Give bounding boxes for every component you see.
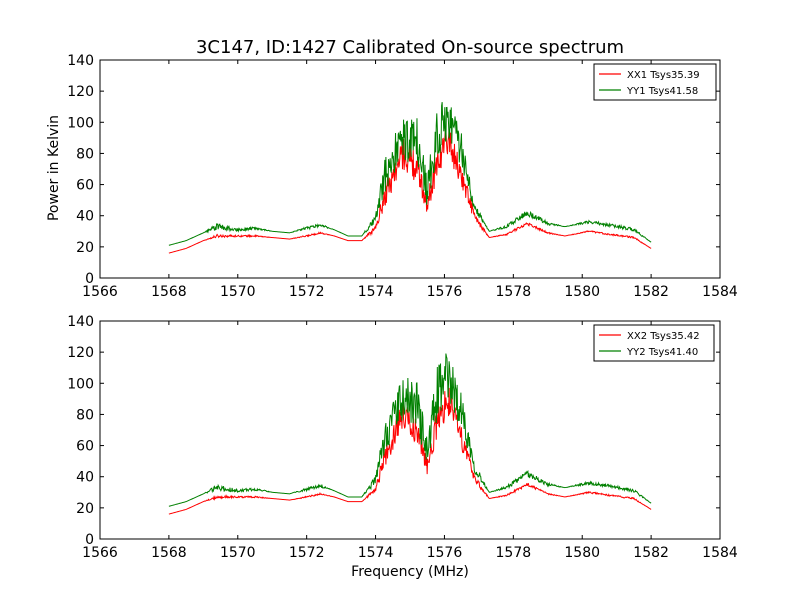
plot-panel-1: 1566 1568 1570 1572 1574 1576 1578 1580 1582 1584… bbox=[67, 53, 738, 300]
y-tick-label: 0 bbox=[85, 532, 94, 548]
y-tick-label: 80 bbox=[76, 407, 94, 423]
y-tick-label: 140 bbox=[67, 53, 94, 69]
plot-panels: 1566 1568 1570 1572 1574 1576 1578 1580 1582 1584… bbox=[67, 53, 738, 561]
y-tick-label: 120 bbox=[67, 345, 94, 361]
x-tick-label: 1584 bbox=[702, 545, 738, 561]
x-tick-label: 1574 bbox=[358, 284, 394, 300]
x-tick-label: 1572 bbox=[289, 284, 325, 300]
series-group bbox=[168, 353, 652, 515]
x-tick-label: 1570 bbox=[220, 284, 256, 300]
legend-label: YY2 Tsys41.40 bbox=[626, 347, 698, 358]
y-tick-label: 100 bbox=[67, 115, 94, 131]
y-tick-label: 40 bbox=[76, 209, 94, 225]
series-line-yy1 bbox=[168, 102, 652, 246]
y-tick-label: 20 bbox=[76, 240, 94, 256]
legend-box bbox=[593, 324, 715, 362]
x-tick-label: 1580 bbox=[564, 545, 600, 561]
x-axis-label: Frequency (MHz) bbox=[351, 564, 469, 580]
plot-frame bbox=[99, 320, 721, 540]
x-tick-label: 1572 bbox=[289, 545, 325, 561]
x-tick-label: 1580 bbox=[564, 284, 600, 300]
x-tick-label: 1566 bbox=[82, 545, 118, 561]
x-tick-label: 1578 bbox=[496, 284, 532, 300]
x-tick-label: 1570 bbox=[220, 545, 256, 561]
y-tick-label: 60 bbox=[76, 178, 94, 194]
y-tick-label: 120 bbox=[67, 84, 94, 100]
legend-label: XX1 Tsys35.39 bbox=[627, 70, 700, 81]
x-tick-label: 1566 bbox=[82, 284, 118, 300]
y-axis-label: Power in Kelvin bbox=[46, 115, 62, 221]
series-line-xx2 bbox=[168, 387, 652, 515]
series-line-yy2 bbox=[168, 353, 652, 507]
legend-label: XX2 Tsys35.42 bbox=[627, 331, 700, 342]
x-tick-label: 1568 bbox=[151, 284, 187, 300]
series-group bbox=[168, 102, 652, 254]
x-tick-label: 1582 bbox=[633, 284, 669, 300]
y-tick-label: 20 bbox=[76, 501, 94, 517]
y-tick-label: 40 bbox=[76, 470, 94, 486]
x-tick-label: 1584 bbox=[702, 284, 738, 300]
x-tick-label: 1574 bbox=[358, 545, 394, 561]
plot-frame bbox=[99, 59, 721, 279]
legend-box bbox=[593, 63, 717, 101]
y-tick-label: 100 bbox=[67, 376, 94, 392]
plot-panel-2: 1566 1568 1570 1572 1574 1576 1578 1580 1582 1584… bbox=[67, 314, 738, 561]
x-tick-label: 1582 bbox=[633, 545, 669, 561]
x-tick-label: 1568 bbox=[151, 545, 187, 561]
y-tick-label: 80 bbox=[76, 146, 94, 162]
y-tick-label: 0 bbox=[85, 271, 94, 287]
x-tick-label: 1576 bbox=[427, 545, 463, 561]
y-tick-label: 140 bbox=[67, 314, 94, 330]
x-tick-label: 1576 bbox=[427, 284, 463, 300]
y-tick-label: 60 bbox=[76, 439, 94, 455]
legend-label: YY1 Tsys41.58 bbox=[626, 86, 698, 97]
legend: XX2 Tsys35.42 YY2 Tsys41.40 bbox=[593, 324, 715, 362]
legend: XX1 Tsys35.39 YY1 Tsys41.58 bbox=[593, 63, 717, 101]
figure-title: 3C147, ID:1427 Calibrated On-source spec… bbox=[196, 37, 624, 58]
x-tick-label: 1578 bbox=[496, 545, 532, 561]
